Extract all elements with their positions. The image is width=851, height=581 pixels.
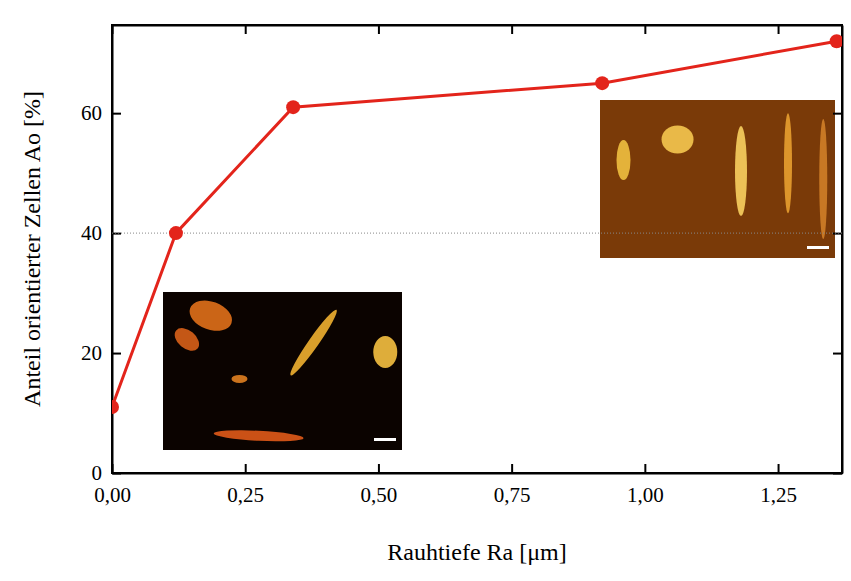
plot-frame [112, 25, 842, 473]
inset-background [600, 100, 835, 258]
tick-mark [112, 473, 121, 475]
tick [645, 25, 646, 34]
tick-mark [112, 353, 121, 355]
inset-cell [819, 119, 827, 239]
tick-mark [245, 25, 247, 34]
inset-cell [231, 375, 247, 383]
inset-cell [170, 324, 203, 356]
data-point [830, 34, 842, 48]
tick-mark [378, 464, 380, 473]
data-line [112, 41, 837, 407]
inset-background [163, 292, 402, 450]
tick [833, 113, 842, 114]
x-axis-top [113, 25, 843, 34]
tick [833, 473, 842, 474]
tick-mark [245, 464, 247, 473]
tick-label: 0,00 [94, 483, 131, 507]
tick-label: 60 [81, 101, 102, 125]
inset-cell [213, 428, 303, 443]
data-point [286, 100, 300, 114]
tick [778, 25, 779, 34]
tick-label: 0,75 [494, 483, 531, 507]
tick [512, 25, 513, 34]
tick-mark [112, 233, 121, 235]
inset-cell [617, 140, 631, 180]
y-axis: 0 20 40 60 [81, 26, 121, 486]
chart: 0,00 0,25 0,50 0,75 1,00 1,25 0 20 40 60 Rauhtiefe… [0, 0, 851, 581]
tick-mark [778, 464, 780, 473]
data-point [112, 400, 119, 414]
tick: 1,00 [627, 464, 664, 507]
tick-label: 0,25 [227, 483, 264, 507]
tick: 0,25 [227, 464, 264, 507]
y-axis-right [833, 26, 843, 474]
tick-mark [833, 233, 842, 235]
tick-label: 1,25 [760, 483, 797, 507]
tick-label: 0,50 [361, 483, 398, 507]
tick [833, 353, 842, 354]
tick-mark [511, 25, 513, 34]
tick: 0,75 [494, 464, 531, 507]
tick: 0,50 [361, 464, 398, 507]
axis-line [113, 473, 843, 475]
plot-area [112, 34, 842, 414]
tick: 20 [81, 341, 121, 365]
tick-mark [378, 25, 380, 34]
tick-mark [112, 113, 121, 115]
tick-mark [644, 25, 646, 34]
scale-bar [807, 246, 829, 249]
data-point [595, 76, 609, 90]
tick-label: 20 [81, 341, 102, 365]
inset-cell [662, 126, 694, 154]
x-axis: 0,00 0,25 0,50 0,75 1,00 1,25 [94, 464, 842, 507]
tick-mark [833, 473, 842, 475]
inset-cell [287, 307, 341, 378]
y-axis-title: Anteil orientierter Zellen Ao [%] [19, 91, 45, 407]
tick-mark [511, 464, 513, 473]
tick-label: 1,00 [627, 483, 664, 507]
tick [833, 233, 842, 234]
tick-mark [833, 353, 842, 355]
tick-mark [833, 113, 842, 115]
x-axis-title: Rauhtiefe Ra [μm] [387, 539, 566, 565]
tick-mark [778, 25, 780, 34]
inset-cell [185, 295, 236, 336]
axis-line [842, 26, 844, 474]
scale-bar [374, 438, 396, 441]
tick-mark [644, 464, 646, 473]
tick-label: 40 [81, 221, 102, 245]
inset-cell [735, 126, 747, 216]
tick [245, 25, 246, 34]
tick [378, 25, 379, 34]
reference-line [112, 233, 842, 234]
inset-image [600, 100, 835, 258]
inset-image [163, 292, 402, 450]
tick: 0 [92, 461, 122, 485]
inset-cell [373, 336, 397, 368]
inset-cell [784, 113, 792, 213]
tick: 60 [81, 101, 121, 125]
data-point [169, 226, 183, 240]
tick-label: 0 [92, 461, 103, 485]
axis-line [113, 25, 843, 27]
tick: 1,25 [760, 464, 797, 507]
